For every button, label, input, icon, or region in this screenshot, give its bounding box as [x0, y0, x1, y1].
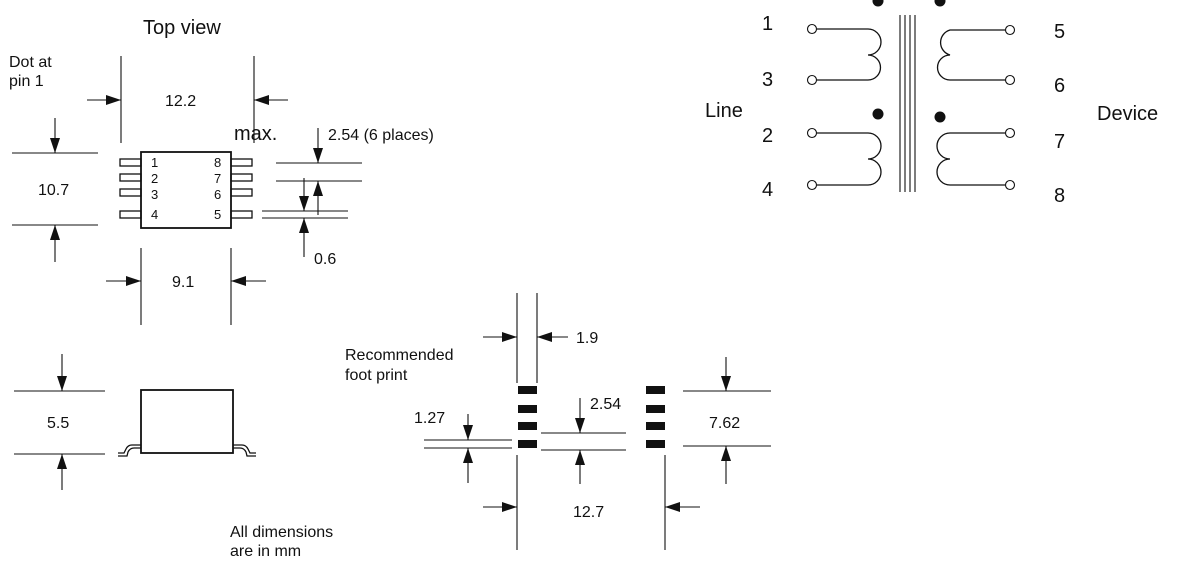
pad: [518, 422, 537, 430]
units-note-2: are in mm: [230, 543, 301, 560]
dim-arrow: [254, 95, 269, 105]
side-label-device: Device: [1097, 103, 1158, 125]
dim-arrow: [57, 454, 67, 469]
pad-height-dim: 1.27: [414, 410, 445, 427]
dim-arrow: [57, 376, 67, 391]
units-note: All dimensions: [230, 524, 333, 541]
pad: [518, 405, 537, 413]
lead-width-dim: 0.6: [314, 251, 336, 268]
pad: [646, 405, 665, 413]
dim-arrow: [575, 418, 585, 433]
transformer-schematic: Line Device 1 3 2 4 5 6 7 8: [705, 0, 1158, 207]
dim-arrow: [721, 376, 731, 391]
dim-arrow: [50, 225, 60, 240]
dim-arrow: [299, 218, 309, 233]
side-view: 5.5: [14, 354, 256, 490]
dim-arrow: [106, 95, 121, 105]
pin-label-5: 5: [1054, 21, 1065, 43]
pin-label-3: 3: [762, 69, 773, 91]
dim-arrow: [502, 502, 517, 512]
pad-width-dim: 1.9: [576, 330, 598, 347]
center-span-dim: 12.7: [573, 504, 604, 521]
pin-label-6: 6: [1054, 75, 1065, 97]
dim-arrow: [50, 138, 60, 153]
pad: [646, 422, 665, 430]
dim-arrow: [463, 448, 473, 463]
width-dim: 12.2: [165, 93, 196, 110]
chip-pin-2: 2: [151, 171, 158, 186]
package-side: [140, 389, 234, 454]
dim-arrow: [575, 450, 585, 465]
side-height-dim: 5.5: [47, 415, 69, 432]
pin-label-7: 7: [1054, 131, 1065, 153]
pad-pitch-dim: 2.54: [590, 396, 621, 413]
chip-pin-4: 4: [151, 207, 158, 222]
chip-pin-5: 5: [214, 207, 221, 222]
side-label-line: Line: [705, 100, 743, 122]
body-width-dim: 9.1: [172, 274, 194, 291]
pad: [518, 440, 537, 448]
pin-label-1: 1: [762, 13, 773, 35]
height-dim: 10.7: [38, 182, 69, 199]
dim-arrow: [463, 425, 473, 440]
pad: [646, 440, 665, 448]
pin-label-8: 8: [1054, 185, 1065, 207]
chip-pin-7: 7: [214, 171, 221, 186]
dim-arrow: [721, 446, 731, 461]
dim-arrow: [231, 276, 246, 286]
chip-pin-3: 3: [151, 187, 158, 202]
dim-arrow: [537, 332, 552, 342]
max-label: max.: [234, 123, 277, 145]
dim-arrow: [126, 276, 141, 286]
row-span-dim: 7.62: [709, 415, 740, 432]
pad: [518, 386, 537, 394]
polarity-dot: [934, 0, 946, 7]
footprint-title: Recommended: [345, 347, 454, 364]
top-view: Top view Dot at pin 1 12.2 max. 10.7: [9, 17, 434, 325]
dim-arrow: [313, 181, 323, 196]
chip-pin-6: 6: [214, 187, 221, 202]
dim-arrow: [299, 196, 309, 211]
polarity-dot: [872, 0, 884, 7]
dot-note-2: pin 1: [9, 73, 44, 90]
polarity-dot: [872, 108, 884, 120]
pad: [646, 386, 665, 394]
dot-note: Dot at: [9, 54, 52, 71]
dim-arrow: [665, 502, 680, 512]
footprint-title-2: foot print: [345, 367, 408, 384]
footprint: Recommended foot print 1.9 1.27: [345, 293, 771, 550]
dim-arrow: [313, 148, 323, 163]
chip-pin-1: 1: [151, 155, 158, 170]
polarity-dot: [934, 111, 946, 123]
pin-label-2: 2: [762, 125, 773, 147]
pin-label-4: 4: [762, 179, 773, 201]
dim-arrow: [502, 332, 517, 342]
top-view-title: Top view: [143, 17, 221, 39]
chip-pin-8: 8: [214, 155, 221, 170]
pitch-dim: 2.54 (6 places): [328, 127, 434, 144]
